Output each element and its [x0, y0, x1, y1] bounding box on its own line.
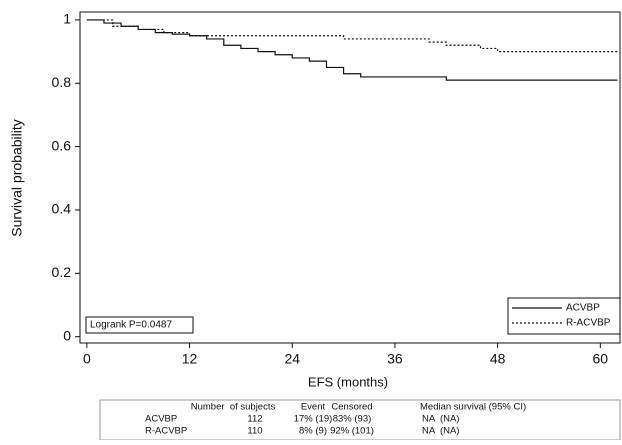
y-tick-label: 0.6: [52, 137, 72, 153]
table-header: Median survival (95% CI): [420, 402, 526, 413]
x-tick-label: 60: [593, 351, 609, 367]
table-header: Event: [301, 402, 326, 413]
legend-label: ACVBP: [566, 303, 600, 314]
annotation-box: [85, 316, 194, 334]
x-tick-label: 48: [490, 351, 506, 367]
table-cell: 8% (9): [299, 426, 327, 437]
plot-frame: [79, 11, 621, 344]
x-tick-label: 36: [387, 351, 403, 367]
table-cell: 110: [247, 426, 262, 437]
survival-curve: [86, 19, 618, 81]
x-tick-label: 24: [284, 351, 300, 367]
x-tick-label: 12: [182, 351, 198, 367]
x-axis-label: EFS (months): [308, 374, 388, 389]
table-header: Censored: [331, 402, 372, 413]
survival-curve: [86, 19, 618, 53]
table-cell: 17% (19): [294, 414, 333, 425]
table-cell: 92% (101): [330, 426, 374, 437]
table-cell: R-ACVBP: [145, 426, 187, 437]
y-tick-label: 1: [63, 11, 71, 27]
table-header: Number of subjects: [191, 402, 276, 413]
table-cell: 112: [247, 414, 262, 425]
y-tick-label: 0.4: [52, 201, 72, 217]
y-tick-label: 0: [63, 327, 71, 343]
table-cell: 83% (93): [333, 414, 372, 425]
y-tick-label: 0.2: [52, 264, 72, 280]
table-cell: NA (NA): [422, 426, 459, 437]
legend-box: [507, 297, 621, 335]
y-tick-label: 0.8: [52, 74, 72, 90]
y-axis-label: Survival probability: [9, 119, 25, 237]
annotation: Logrank P=0.0487: [90, 320, 172, 331]
legend-label: R-ACVBP: [566, 318, 611, 329]
table-cell: ACVBP: [145, 414, 177, 425]
x-tick-label: 0: [83, 351, 91, 367]
table-cell: NA (NA): [422, 414, 459, 425]
